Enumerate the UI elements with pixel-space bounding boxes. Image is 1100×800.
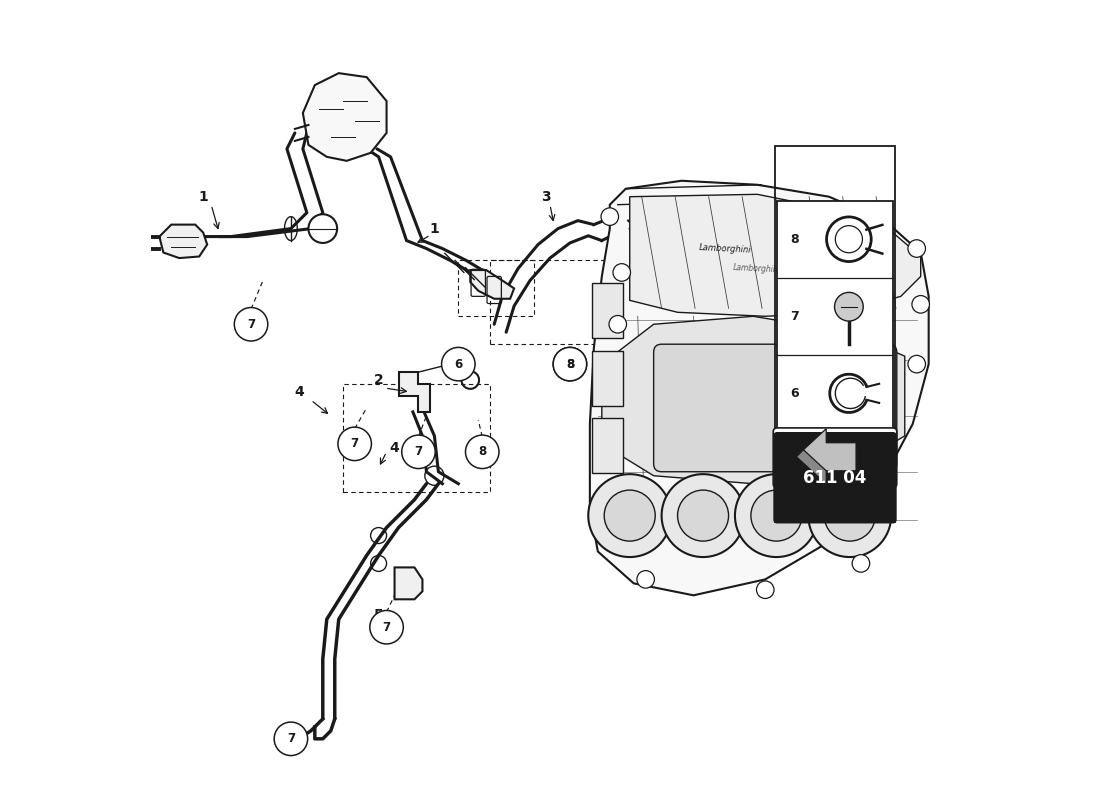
Circle shape bbox=[370, 610, 404, 644]
Circle shape bbox=[852, 554, 870, 572]
FancyBboxPatch shape bbox=[592, 350, 624, 406]
FancyBboxPatch shape bbox=[773, 428, 896, 488]
Polygon shape bbox=[395, 567, 422, 599]
Polygon shape bbox=[302, 73, 386, 161]
Circle shape bbox=[465, 435, 499, 469]
Text: 8: 8 bbox=[565, 358, 574, 370]
Circle shape bbox=[912, 295, 930, 313]
Polygon shape bbox=[590, 181, 928, 595]
Text: 1: 1 bbox=[429, 222, 439, 235]
Circle shape bbox=[908, 240, 925, 258]
Text: 3: 3 bbox=[541, 190, 551, 204]
Circle shape bbox=[751, 490, 802, 541]
Circle shape bbox=[609, 315, 627, 333]
FancyBboxPatch shape bbox=[592, 418, 624, 474]
Text: 7: 7 bbox=[791, 310, 799, 322]
Circle shape bbox=[402, 435, 436, 469]
Text: 8: 8 bbox=[478, 446, 486, 458]
Circle shape bbox=[234, 307, 267, 341]
Text: Lamborghini: Lamborghini bbox=[698, 242, 751, 254]
Polygon shape bbox=[160, 225, 207, 258]
Polygon shape bbox=[471, 270, 514, 298]
Circle shape bbox=[338, 427, 372, 461]
Circle shape bbox=[601, 208, 618, 226]
Circle shape bbox=[824, 490, 876, 541]
Text: 7: 7 bbox=[383, 621, 390, 634]
FancyBboxPatch shape bbox=[653, 344, 896, 472]
Circle shape bbox=[661, 474, 745, 557]
Polygon shape bbox=[803, 429, 856, 485]
Text: 5: 5 bbox=[374, 608, 384, 622]
Text: 4: 4 bbox=[294, 385, 304, 399]
Circle shape bbox=[553, 347, 586, 381]
Circle shape bbox=[613, 264, 630, 282]
Text: 6: 6 bbox=[454, 358, 462, 370]
Text: 1: 1 bbox=[198, 190, 208, 204]
FancyBboxPatch shape bbox=[778, 201, 893, 432]
Circle shape bbox=[274, 722, 308, 755]
Text: 8: 8 bbox=[565, 358, 574, 370]
Circle shape bbox=[441, 347, 475, 381]
Circle shape bbox=[637, 570, 654, 588]
Text: 6: 6 bbox=[791, 387, 799, 400]
Circle shape bbox=[604, 490, 656, 541]
Circle shape bbox=[553, 347, 586, 381]
Circle shape bbox=[757, 581, 774, 598]
Text: 7: 7 bbox=[248, 318, 255, 330]
Text: 2: 2 bbox=[374, 373, 384, 387]
Text: 7: 7 bbox=[415, 446, 422, 458]
Circle shape bbox=[308, 214, 337, 243]
Circle shape bbox=[678, 490, 728, 541]
FancyBboxPatch shape bbox=[774, 433, 896, 522]
Text: 8: 8 bbox=[791, 233, 799, 246]
Circle shape bbox=[908, 355, 925, 373]
Circle shape bbox=[835, 292, 864, 321]
Text: 4: 4 bbox=[389, 441, 399, 455]
Text: 7: 7 bbox=[351, 438, 359, 450]
FancyBboxPatch shape bbox=[592, 283, 624, 338]
Text: 7: 7 bbox=[287, 732, 295, 746]
Circle shape bbox=[808, 474, 891, 557]
Polygon shape bbox=[796, 450, 826, 485]
Polygon shape bbox=[398, 372, 430, 412]
Circle shape bbox=[588, 474, 671, 557]
Circle shape bbox=[735, 474, 818, 557]
Polygon shape bbox=[629, 194, 921, 316]
Text: 611 04: 611 04 bbox=[803, 469, 867, 486]
Polygon shape bbox=[602, 316, 905, 484]
Text: Lamborghini: Lamborghini bbox=[734, 262, 781, 274]
